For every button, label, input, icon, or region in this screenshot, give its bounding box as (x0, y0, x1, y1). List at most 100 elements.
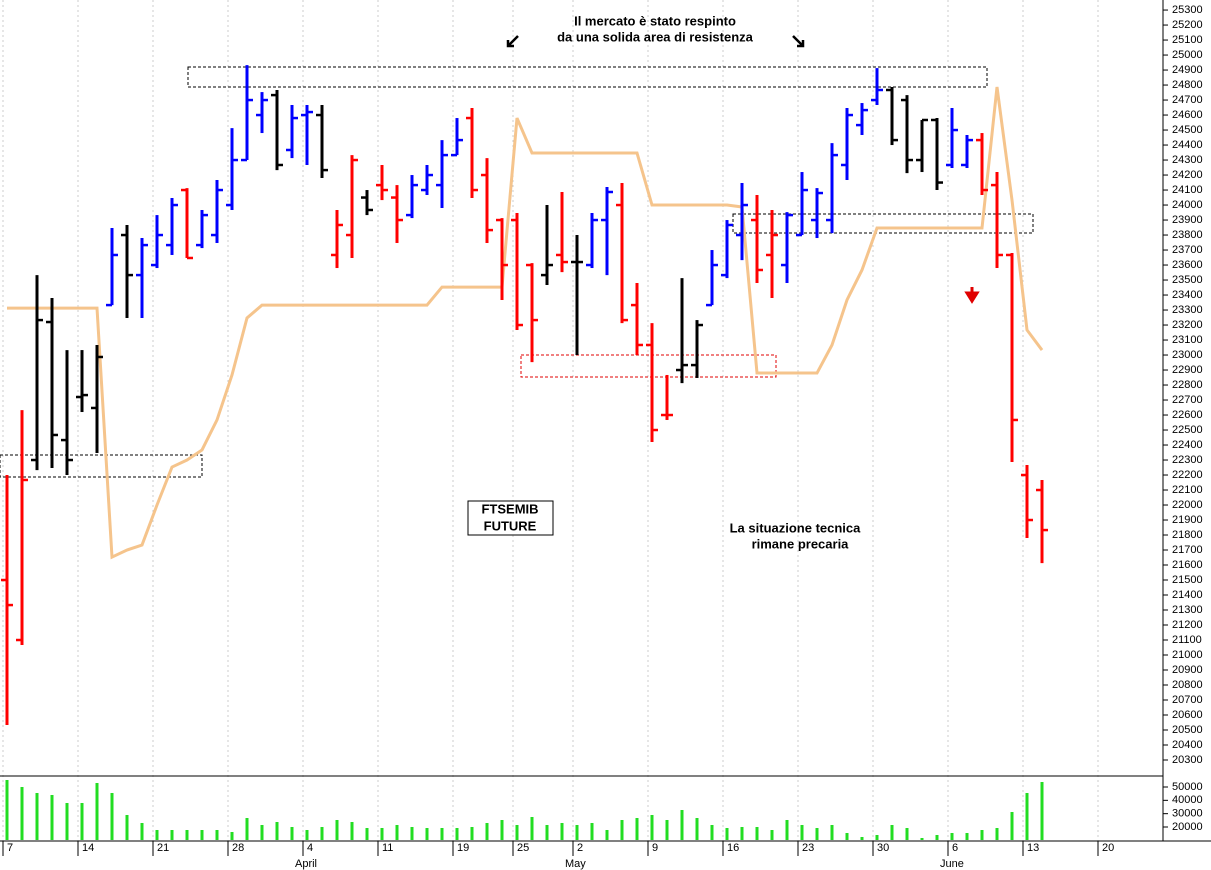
volume-bar (920, 838, 924, 840)
x-tick-label: 28 (232, 842, 244, 854)
volume-bar (380, 828, 384, 840)
volume-bar (650, 815, 654, 840)
volume-bar (875, 835, 879, 840)
volume-bar (740, 827, 744, 840)
y-tick-label: 21700 (1172, 544, 1203, 556)
annotation: FUTURE (484, 518, 537, 533)
y-tick-label: 24900 (1172, 64, 1203, 76)
y-tick-label: 23200 (1172, 319, 1203, 331)
x-tick-label: 21 (157, 842, 169, 854)
volume-bar (170, 830, 174, 840)
y-tick-label: 24100 (1172, 184, 1203, 196)
y-tick-label: 24500 (1172, 124, 1203, 136)
arrow (506, 35, 519, 48)
x-tick-label: 9 (652, 842, 658, 854)
y-tick-label: 20000 (1172, 821, 1203, 833)
y-tick-label: 40000 (1172, 794, 1203, 806)
x-tick-label: 2 (577, 842, 583, 854)
y-tick-label: 21400 (1172, 589, 1203, 601)
volume-bar (410, 827, 414, 840)
y-tick-label: 24800 (1172, 79, 1203, 91)
volume-bar (845, 833, 849, 840)
y-tick-label: 21500 (1172, 574, 1203, 586)
volume-bar (305, 830, 309, 840)
volume-bar (65, 803, 69, 840)
y-tick-label: 25200 (1172, 19, 1203, 31)
volume-bar (770, 830, 774, 840)
y-tick-label: 20500 (1172, 724, 1203, 736)
volume-bar (710, 825, 714, 840)
volume-bar (290, 827, 294, 840)
volume-bar (545, 825, 549, 840)
y-tick-label: 21300 (1172, 604, 1203, 616)
volume-bar (800, 825, 804, 840)
y-tick-label: 22600 (1172, 409, 1203, 421)
volume-bar (560, 823, 564, 840)
volume-bar (935, 835, 939, 840)
volume-bar (785, 820, 789, 840)
volume-bar (140, 823, 144, 840)
y-tick-label: 25000 (1172, 49, 1203, 61)
y-tick-label: 23700 (1172, 244, 1203, 256)
x-tick-label: 13 (1027, 842, 1039, 854)
y-tick-label: 22900 (1172, 364, 1203, 376)
volume-bar (395, 825, 399, 840)
y-tick-label: 23100 (1172, 334, 1203, 346)
y-tick-label: 21800 (1172, 529, 1203, 541)
support-box (0, 454, 203, 478)
month-label: April (295, 858, 317, 870)
volume-bar (335, 820, 339, 840)
y-tick-label: 23600 (1172, 259, 1203, 271)
volume-bar (980, 830, 984, 840)
resistance-box (187, 66, 988, 88)
support-box (520, 354, 777, 378)
volume-bar (905, 828, 909, 840)
y-tick-label: 21100 (1172, 634, 1202, 646)
volume-bar (110, 793, 114, 840)
y-tick-label: 20900 (1172, 664, 1203, 676)
volume-bar (35, 793, 39, 840)
volume-bar (680, 810, 684, 840)
arrow (964, 287, 980, 304)
volume-bar (605, 830, 609, 840)
annotation: rimane precaria (752, 536, 850, 551)
volume-bar (350, 822, 354, 840)
y-tick-label: 24600 (1172, 109, 1203, 121)
volume-bar (590, 823, 594, 840)
volume-bar (440, 828, 444, 840)
x-tick-label: 16 (727, 842, 739, 854)
x-tick-label: 4 (307, 842, 313, 854)
volume-bar (260, 825, 264, 840)
volume-bar (80, 803, 84, 840)
volume-bar (830, 825, 834, 840)
volume-bar (860, 837, 864, 840)
y-tick-label: 21000 (1172, 649, 1203, 661)
y-tick-label: 20300 (1172, 754, 1203, 766)
y-tick-label: 24400 (1172, 139, 1203, 151)
grid (2, 0, 1099, 841)
y-tick-label: 20400 (1172, 739, 1203, 751)
x-tick-label: 14 (82, 842, 94, 854)
y-tick-label: 25300 (1172, 4, 1203, 16)
volume-bar (275, 822, 279, 840)
annotation: La situazione tecnica (730, 520, 862, 535)
y-tick-label: 23500 (1172, 274, 1203, 286)
x-tick-label: 20 (1102, 842, 1114, 854)
x-tick-label: 23 (802, 842, 814, 854)
volume-bar (995, 828, 999, 840)
volume-bar (185, 830, 189, 840)
volume-bar (635, 818, 639, 840)
arrow (792, 35, 805, 48)
annotation: da una solida area di resistenza (557, 29, 754, 44)
volume-bar (470, 827, 474, 840)
volume-bar (365, 828, 369, 840)
volume-bar (215, 830, 219, 840)
volume-bar (230, 832, 234, 840)
volume-bar (95, 783, 99, 840)
annotation: Il mercato è stato respinto (574, 13, 736, 28)
y-tick-label: 20700 (1172, 694, 1203, 706)
volume-bar (890, 825, 894, 840)
volume-bar (755, 827, 759, 840)
label-box (467, 500, 554, 536)
